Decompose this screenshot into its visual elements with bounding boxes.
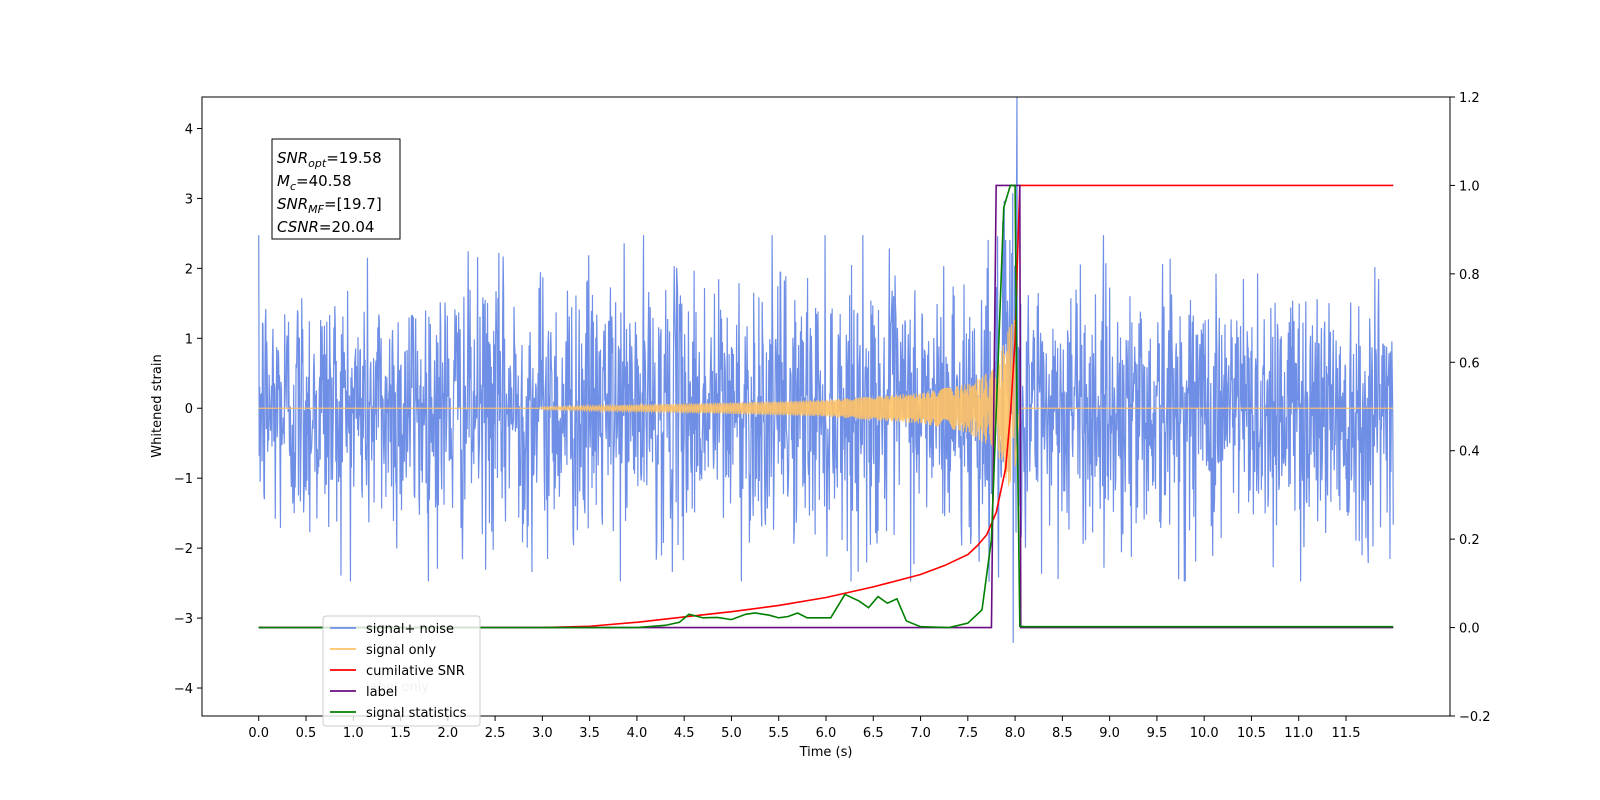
legend-label: cumilative SNR xyxy=(366,664,465,679)
x-tick-label: 7.0 xyxy=(910,726,931,741)
y-tick-label: −3 xyxy=(174,612,193,627)
x-tick-label: 2.0 xyxy=(437,726,458,741)
x-tick-label: 8.5 xyxy=(1052,726,1073,741)
x-tick-label: 5.0 xyxy=(721,726,742,741)
y-tick-label: 3 xyxy=(185,192,193,207)
legend-frame xyxy=(322,615,481,727)
x-tick-label: 4.0 xyxy=(627,726,648,741)
y2-tick-label: 1.0 xyxy=(1459,179,1480,194)
info-line: SNRopt=19.58 xyxy=(277,149,382,170)
y-tick-label: −4 xyxy=(174,682,193,697)
x-tick-label: 1.0 xyxy=(343,726,364,741)
series-signal-plus-noise xyxy=(258,97,1394,643)
info-box-frame xyxy=(271,138,401,240)
y2-tick-label: −0.2 xyxy=(1459,710,1491,725)
y2-tick-label: 1.2 xyxy=(1459,91,1480,106)
y2-tick-label: 0.2 xyxy=(1459,533,1480,548)
x-tick-label: 10.0 xyxy=(1190,726,1219,741)
y-tick-label: 4 xyxy=(185,122,193,137)
x-tick-label: 0.0 xyxy=(248,726,269,741)
info-line: SNRMF=[19.7] xyxy=(277,195,382,216)
y-axis-label: Whitened strain xyxy=(150,354,165,457)
legend-label: signal+ noise xyxy=(366,622,454,637)
y-tick-label: −1 xyxy=(174,472,193,487)
series-signal-only xyxy=(258,319,1394,487)
y-tick-label: −2 xyxy=(174,542,193,557)
legend-label: signal statistics xyxy=(366,706,467,721)
x-tick-label: 9.5 xyxy=(1147,726,1168,741)
y2-tick-label: 0.8 xyxy=(1459,268,1480,283)
x-tick-label: 11.0 xyxy=(1284,726,1313,741)
x-tick-label: 1.5 xyxy=(390,726,411,741)
x-tick-label: 0.5 xyxy=(296,726,317,741)
y-tick-label: 1 xyxy=(185,332,193,347)
legend-label: label xyxy=(366,685,397,700)
series-signal-statistics xyxy=(258,184,1394,629)
x-tick-label: 8.0 xyxy=(1005,726,1026,741)
x-tick-label: 7.5 xyxy=(957,726,978,741)
x-tick-label: 10.5 xyxy=(1237,726,1266,741)
x-tick-label: 2.5 xyxy=(485,726,506,741)
x-tick-label: 11.5 xyxy=(1332,726,1361,741)
series-label xyxy=(258,184,1394,629)
y-tick-label: 2 xyxy=(185,262,193,277)
x-tick-label: 9.0 xyxy=(1099,726,1120,741)
y-tick-label: 0 xyxy=(185,402,193,417)
x-tick-label: 3.5 xyxy=(579,726,600,741)
x-tick-label: 5.5 xyxy=(768,726,789,741)
info-line: Mc=40.58 xyxy=(277,172,352,193)
legend-label: signal only xyxy=(366,643,436,658)
y2-tick-label: 0.6 xyxy=(1459,356,1480,371)
y2-tick-label: 0.0 xyxy=(1459,622,1480,637)
axes-layer: 0.0 0.5 1.0 1.5 2.0 2.5 3.0 3.5 4.0 4.5 5.0 5.5 6.0 6… xyxy=(174,91,1491,741)
x-tick-label: 4.5 xyxy=(674,726,695,741)
x-axis-label: Time (s) xyxy=(799,745,853,760)
x-tick-label: 3.0 xyxy=(532,726,553,741)
y2-tick-label: 0.4 xyxy=(1459,445,1480,460)
x-tick-label: 6.5 xyxy=(863,726,884,741)
x-tick-label: 6.0 xyxy=(816,726,837,741)
info-line: CSNR=20.04 xyxy=(277,218,374,236)
series-layer xyxy=(258,97,1394,643)
